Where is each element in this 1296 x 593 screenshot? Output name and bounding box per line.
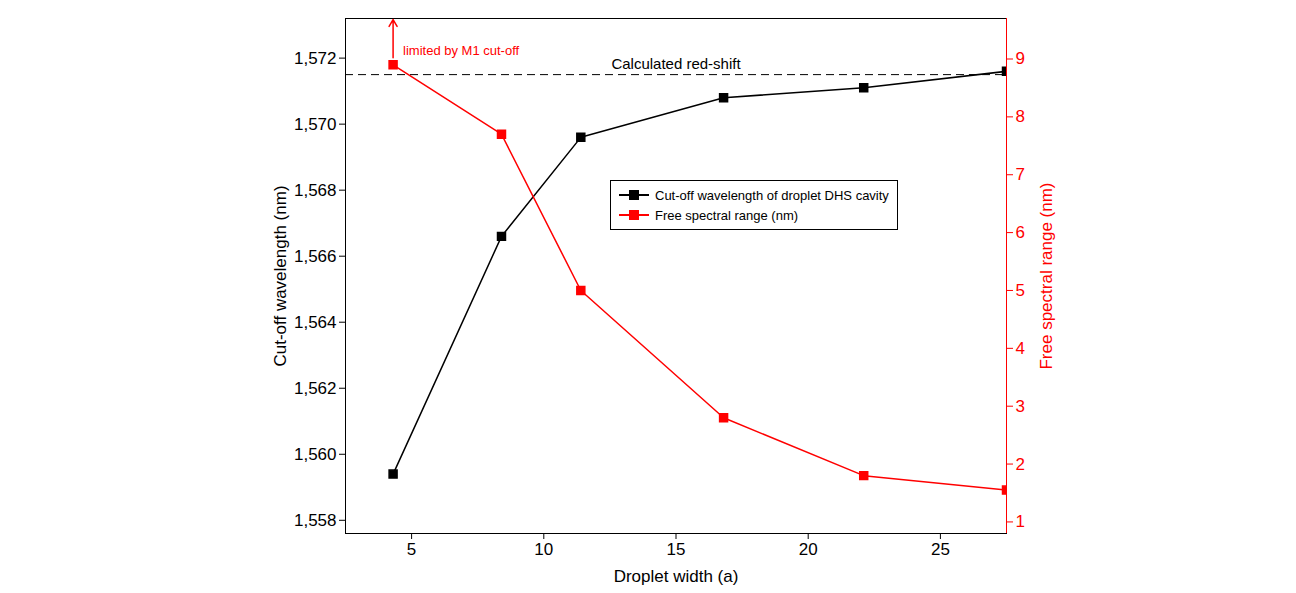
svg-text:1,560: 1,560 xyxy=(294,445,337,464)
svg-text:15: 15 xyxy=(667,540,686,559)
svg-text:4: 4 xyxy=(1016,339,1025,358)
svg-text:9: 9 xyxy=(1016,49,1025,68)
svg-text:limited by M1 cut-off: limited by M1 cut-off xyxy=(403,43,519,58)
svg-text:6: 6 xyxy=(1016,223,1025,242)
svg-text:1,566: 1,566 xyxy=(294,247,337,266)
svg-text:20: 20 xyxy=(799,540,818,559)
html-text:Cut-off wavelength of droplet: Cut-off wavelength of droplet DHS cavity xyxy=(655,187,889,203)
svg-text:5: 5 xyxy=(407,540,416,559)
svg-text:1,572: 1,572 xyxy=(294,49,337,68)
svg-text:1,558: 1,558 xyxy=(294,511,337,530)
svg-text:Free spectral range (nm): Free spectral range (nm) xyxy=(1037,182,1056,369)
svg-text:1,562: 1,562 xyxy=(294,379,337,398)
svg-text:1,570: 1,570 xyxy=(294,115,337,134)
svg-text:Droplet width (a): Droplet width (a) xyxy=(614,567,739,586)
svg-text:Calculated red-shift: Calculated red-shift xyxy=(611,55,741,72)
svg-text:1: 1 xyxy=(1016,512,1025,531)
svg-text:8: 8 xyxy=(1016,107,1025,126)
svg-text:5: 5 xyxy=(1016,281,1025,300)
svg-text:3: 3 xyxy=(1016,397,1025,416)
svg-text:7: 7 xyxy=(1016,165,1025,184)
html-text:Free spectral range (nm): Free spectral range (nm) xyxy=(655,207,799,223)
svg-text:10: 10 xyxy=(534,540,553,559)
svg-text:25: 25 xyxy=(931,540,950,559)
svg-text:2: 2 xyxy=(1016,455,1025,474)
svg-text:Cut-off wavelength (nm): Cut-off wavelength (nm) xyxy=(271,185,290,366)
svg-text:1,568: 1,568 xyxy=(294,181,337,200)
svg-text:1,564: 1,564 xyxy=(294,313,337,332)
